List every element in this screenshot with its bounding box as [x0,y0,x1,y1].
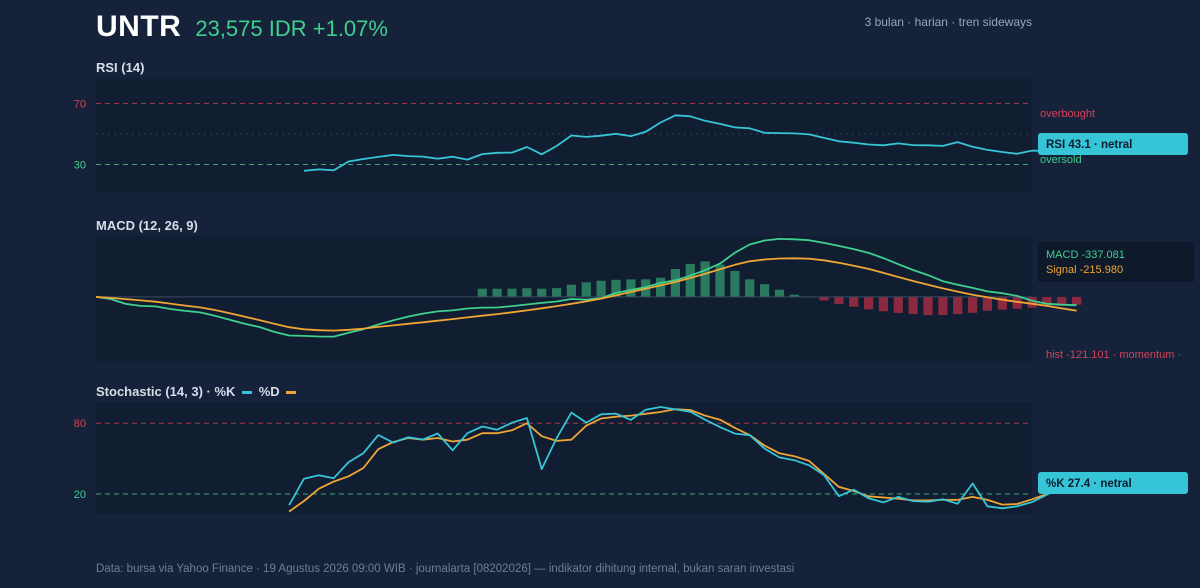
stoch-badge: %K 27.4 · netral [1038,472,1188,494]
macd-hist-bar [507,288,517,297]
k-legend-swatch [242,391,253,395]
macd-hist-bar [908,296,918,315]
macd-hist-bar [760,284,770,297]
footer-source: Data: bursa via Yahoo Finance · 19 Agust… [96,563,795,575]
macd-hist-bar [953,296,963,315]
stoch-tick-20: 20 [74,489,86,501]
macd-hist-bar [849,296,859,307]
rsi-panel-bg [96,79,1032,192]
macd-hist-bar [537,288,547,297]
macd-hist-bar [1027,296,1037,308]
macd-hist-bar [982,296,992,311]
macd-readout-box: MACD -337.081 Signal -215.980 [1038,242,1194,282]
macd-hist-bar [656,277,666,297]
macd-hist-bar [700,261,710,297]
macd-panel-bg [96,236,1032,361]
macd-hist-bar [730,270,740,297]
oversold-label: oversold [1040,154,1082,166]
hist-readout: hist -121.101 · momentum · [1046,349,1181,361]
macd-hist-bar [685,263,695,297]
macd-hist-bar [581,282,591,297]
macd-panel-title: MACD (12, 26, 9) [96,218,198,233]
macd-hist-bar [670,269,680,297]
stoch-badge-text: %K 27.4 · netral [1046,478,1132,490]
rsi-line [303,114,1077,172]
header: UNTR 23,575 IDR +1.07% [96,10,388,50]
macd-hist-bar [997,296,1007,310]
signal-readout: Signal -215.980 [1046,264,1123,276]
stoch-k-line [288,406,1063,510]
ticker-symbol: UNTR [96,10,182,43]
macd-hist-bar [492,288,502,297]
macd-hist-bar [819,296,829,301]
macd-hist-bar [1012,296,1022,309]
rsi-tick-70: 70 [74,98,86,110]
macd-hist-bar [566,284,576,297]
stoch-title-d: %D [258,384,280,399]
overbought-label: overbought [1040,108,1095,120]
macd-hist-bar [938,296,948,315]
macd-hist-bar [477,288,487,297]
rsi-badge-text: RSI 43.1 · netral [1046,139,1132,151]
macd-hist-bar [1042,296,1052,307]
d-legend-swatch [286,391,297,395]
macd-hist-bar [1057,296,1067,306]
stoch-title-k: Stochastic (14, 3) · %K [96,384,236,399]
macd-hist-bar [878,296,888,312]
macd-hist-bar [774,289,784,297]
timeframe-info: 3 bulan · harian · tren sideways [864,15,1032,29]
macd-hist-bar [893,296,903,313]
macd-hist-bar [864,296,874,310]
signal-line [95,257,1077,332]
macd-hist-bar [626,279,636,297]
macd-hist-bar [552,288,562,297]
macd-hist-bar [834,296,844,304]
macd-hist-bar [745,279,755,297]
macd-hist-bar [1072,296,1082,305]
macd-hist-bar [923,296,933,316]
rsi-tick-30: 30 [74,160,86,172]
macd-hist-bar [968,296,978,313]
macd-hist-bar [596,280,606,297]
macd-hist-bar [522,288,532,297]
stoch-panel-title: Stochastic (14, 3) · %K %D [96,384,297,399]
macd-line [95,238,1077,338]
rsi-badge: RSI 43.1 · netral [1038,133,1188,155]
price-quote: 23,575 IDR +1.07% [195,16,388,41]
stoch-tick-80: 80 [74,418,86,430]
macd-hist-bar [715,264,725,297]
macd-hist-bar [611,279,621,297]
stoch-panel-bg [96,402,1032,514]
macd-readout: MACD -337.081 [1046,249,1125,261]
rsi-panel-title: RSI (14) [96,60,145,75]
macd-hist-bar [789,294,799,297]
